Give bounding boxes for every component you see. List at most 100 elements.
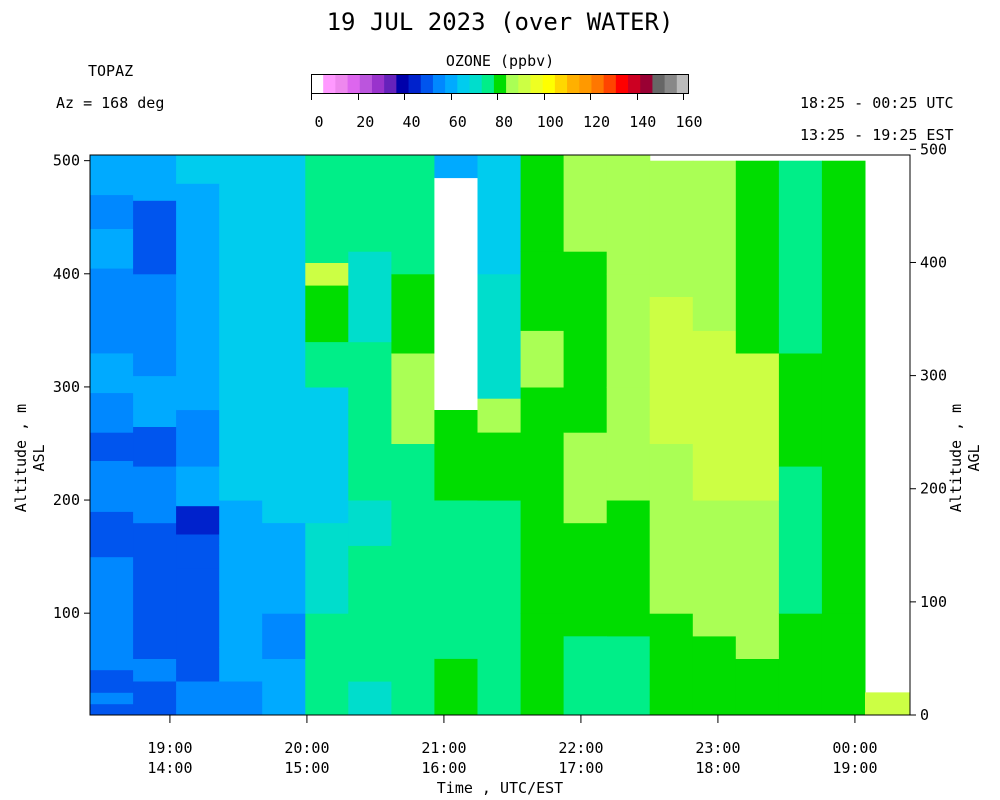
heatmap-cell — [391, 273, 435, 354]
heatmap-cell — [90, 460, 134, 512]
heatmap-cell — [219, 590, 263, 648]
colorbar-swatch — [591, 74, 605, 94]
heatmap-cell — [262, 409, 306, 524]
y-axis-label-right: Altitude , m AGL — [947, 403, 983, 513]
heatmap-cell — [391, 155, 435, 275]
x-tick-label-est: 14:00 — [147, 759, 192, 777]
heatmap-cell — [176, 534, 220, 569]
heatmap-cell — [520, 500, 565, 614]
x-tick-label-est: 16:00 — [421, 759, 466, 777]
x-tick-label-est: 17:00 — [558, 759, 603, 777]
heatmap-cell — [520, 613, 565, 716]
y-tick-label-right: 500 — [920, 140, 947, 158]
heatmap-cell — [90, 703, 134, 716]
utc-range-label: 18:25 - 00:25 UTC — [800, 94, 954, 112]
heatmap-cell — [90, 432, 134, 461]
heatmap-cell — [606, 635, 651, 716]
heatmap-cell — [262, 155, 306, 410]
heatmap-cell — [133, 681, 177, 716]
heatmap-cell — [176, 466, 220, 507]
colorbar-tick-label: 140 — [629, 113, 657, 131]
heatmap-cell — [133, 522, 177, 659]
heatmap-cell — [305, 262, 349, 286]
heatmap-cell — [563, 635, 608, 716]
heatmap-cell — [649, 443, 694, 614]
plot-frame — [89, 154, 911, 716]
colorbar-swatch — [445, 74, 458, 94]
colorbar-tick-label: 80 — [494, 113, 514, 131]
heatmap-cell — [477, 432, 522, 501]
colorbar-swatch — [603, 74, 617, 94]
colorbar-tick-label: 20 — [356, 113, 375, 131]
heatmap-cell — [90, 511, 134, 558]
heatmap-cell — [606, 500, 651, 637]
heatmap-cell — [520, 330, 565, 388]
heatmap-cell — [434, 500, 478, 580]
colorbar-swatch — [396, 74, 410, 94]
colorbar-swatch — [664, 74, 678, 94]
heatmap-cell — [606, 386, 651, 501]
x-tick-label-est: 18:00 — [695, 759, 740, 777]
heatmap-cell — [391, 443, 435, 614]
colorbar-swatch — [567, 74, 580, 94]
heatmap-cell — [176, 681, 220, 716]
chart-title: 19 JUL 2023 (over WATER) — [326, 8, 674, 36]
colorbar-swatch — [432, 74, 446, 94]
colorbar-tick — [311, 94, 312, 100]
colorbar-tick-label: 60 — [448, 113, 467, 131]
colorbar-tick-label: 100 — [536, 113, 564, 131]
y-tick-label-right: 300 — [920, 367, 947, 385]
y-tick-label-right: 400 — [920, 253, 947, 271]
heatmap-cell — [176, 155, 220, 184]
x-tick-label-utc: 19:00 — [147, 739, 192, 757]
colorbar-swatch — [408, 74, 422, 94]
heatmap-cell — [735, 160, 780, 354]
heatmap-cell — [649, 160, 694, 297]
colorbar-swatch — [457, 74, 471, 94]
heatmap-cell — [176, 590, 220, 659]
heatmap-cell — [133, 426, 177, 467]
colorbar-swatch — [481, 74, 495, 94]
heatmap-cell — [391, 353, 435, 444]
heatmap-cell — [778, 613, 823, 716]
heatmap-cell — [563, 432, 608, 524]
y-tick-label-right: 200 — [920, 480, 947, 498]
x-tick-label-est: 19:00 — [832, 759, 877, 777]
colorbar-tick-label: 0 — [314, 113, 324, 131]
heatmap-cell — [305, 613, 349, 716]
colorbar-swatch — [323, 74, 336, 94]
colorbar-tick — [357, 94, 359, 100]
heatmap-cell — [348, 341, 392, 411]
heatmap-cell — [606, 273, 651, 388]
colorbar-swatch — [359, 74, 373, 94]
heatmap-cell — [477, 155, 522, 275]
heatmap-cell — [90, 194, 134, 229]
heatmap-cell — [219, 155, 263, 314]
heatmap-cell — [692, 330, 737, 501]
heatmap-cell — [262, 567, 306, 614]
heatmap-cell — [692, 500, 737, 637]
heatmap-cell — [305, 522, 349, 614]
heatmap-cell — [821, 273, 866, 444]
heatmap-cell — [305, 155, 349, 263]
x-tick-label-utc: 00:00 — [832, 739, 877, 757]
colorbar-swatch — [676, 74, 689, 94]
heatmap-cell — [434, 579, 478, 659]
colorbar-swatch — [384, 74, 397, 94]
heatmap-cell — [133, 466, 177, 501]
heatmap-cell — [305, 386, 349, 501]
colorbar-swatch — [469, 74, 483, 94]
x-tick-label-est: 15:00 — [284, 759, 329, 777]
heatmap-cell — [176, 505, 220, 535]
colorbar-swatch — [542, 74, 556, 94]
colorbar-swatch — [554, 74, 568, 94]
colorbar-swatch — [579, 74, 593, 94]
colorbar-tick — [683, 94, 684, 100]
y-tick-label-left: 300 — [53, 378, 80, 396]
colorbar-tick-label: 160 — [675, 113, 703, 131]
heatmap-cell — [477, 273, 522, 399]
y-tick-label-left: 200 — [53, 491, 80, 509]
heatmap-cell — [90, 692, 134, 705]
colorbar-swatch — [628, 74, 641, 94]
colorbar-swatch — [615, 74, 629, 94]
